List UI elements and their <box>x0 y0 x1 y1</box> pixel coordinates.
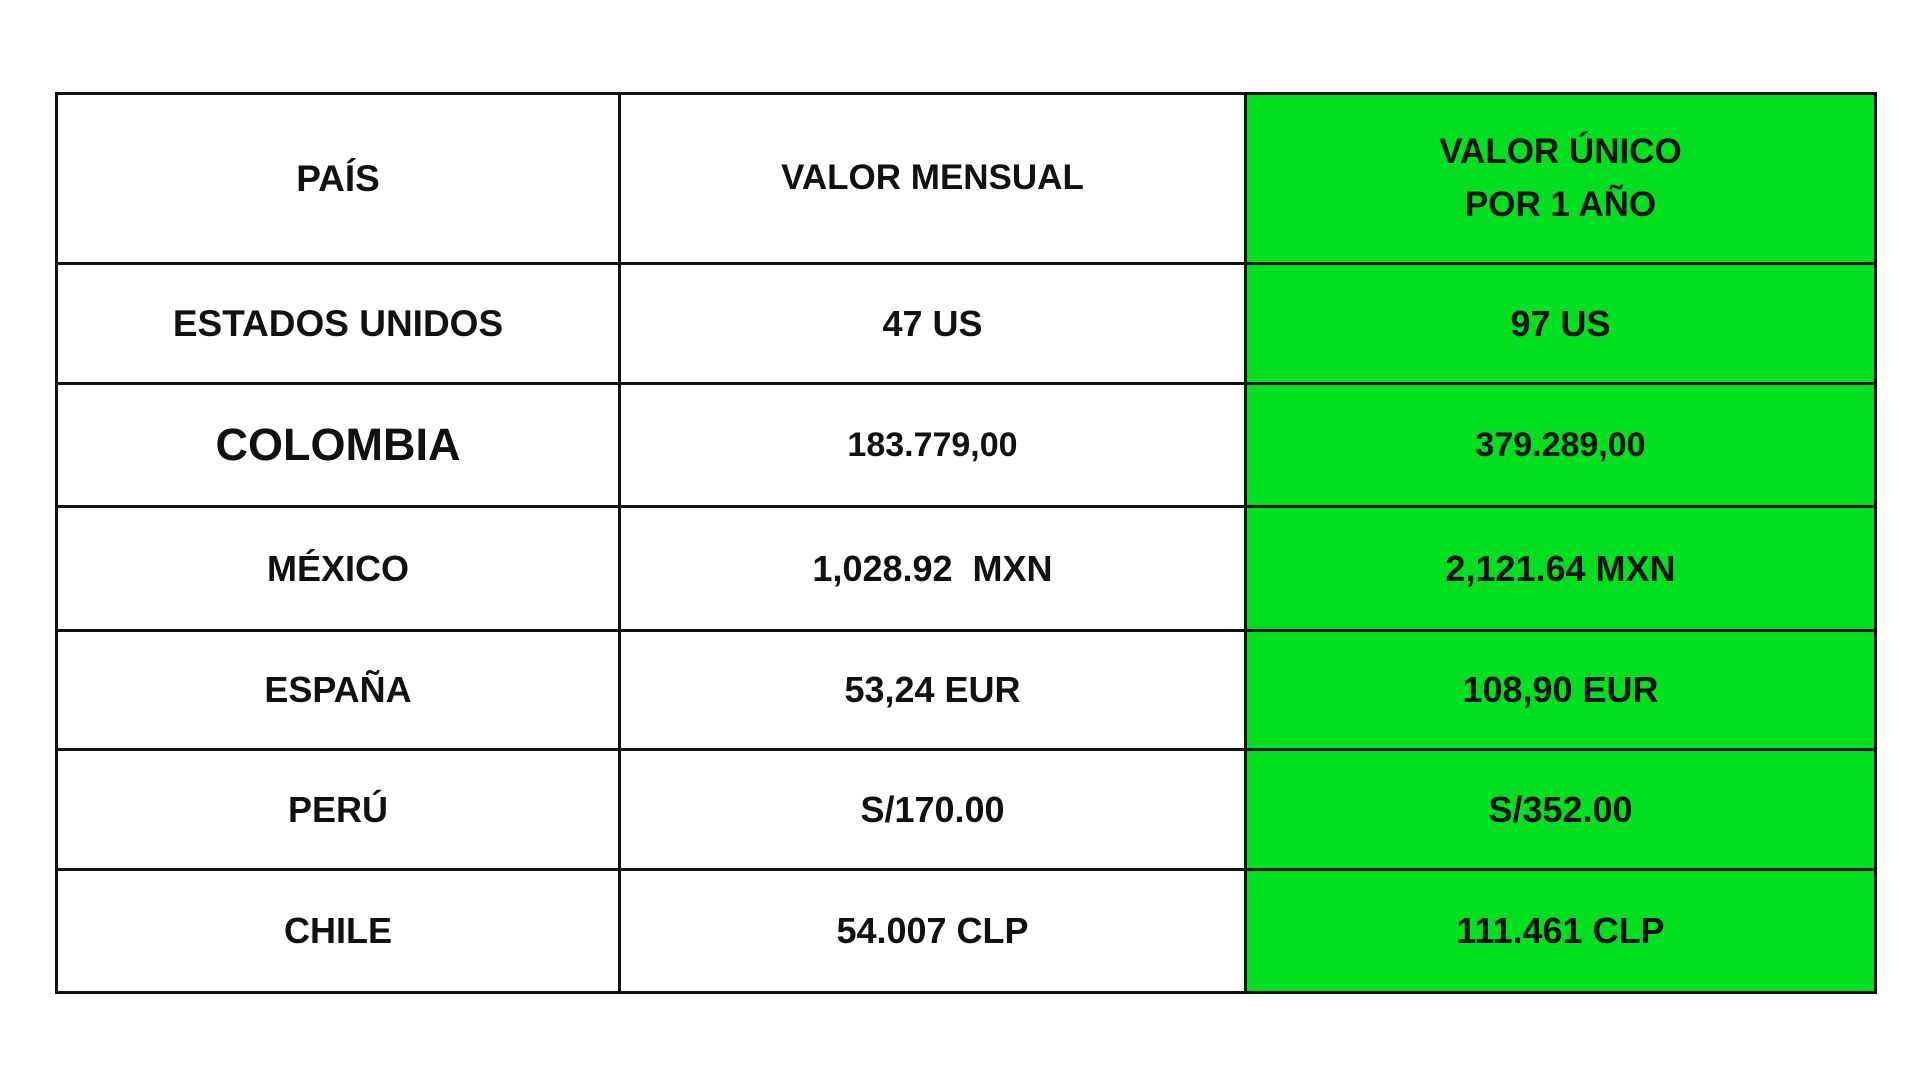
table-cell: PERÚ <box>55 748 621 871</box>
table-cell: 379.289,00 <box>1244 382 1877 508</box>
header-line: POR 1 AÑO <box>1464 184 1657 224</box>
header-cell: VALOR MENSUAL <box>618 92 1247 265</box>
table-cell: 108,90 EUR <box>1244 629 1877 751</box>
table-cell: 47 US <box>618 262 1247 385</box>
header-cell: PAÍS <box>55 92 621 265</box>
header-line: VALOR ÚNICO <box>1439 132 1682 171</box>
table-cell: 97 US <box>1244 262 1877 385</box>
table-cell: 54.007 CLP <box>618 868 1247 994</box>
table-cell: COLOMBIA <box>55 382 621 508</box>
table-row: ESTADOS UNIDOS 47 US 97 US <box>55 262 1877 385</box>
header-row: PAÍS VALOR MENSUAL VALOR ÚNICO POR 1 AÑO <box>55 92 1877 265</box>
table-cell: 2,121.64 MXN <box>1244 505 1877 632</box>
table-cell: 183.779,00 <box>618 382 1247 508</box>
header-cell: VALOR ÚNICO POR 1 AÑO <box>1244 92 1877 265</box>
price-table: PAÍS VALOR MENSUAL VALOR ÚNICO POR 1 AÑO EST… <box>55 92 1877 994</box>
table-cell: 1,028.92 MXN <box>618 505 1247 632</box>
table-cell: 111.461 CLP <box>1244 868 1877 994</box>
table-cell: S/352.00 <box>1244 748 1877 871</box>
table-cell: CHILE <box>55 868 621 994</box>
table-row: MÉXICO 1,028.92 MXN 2,121.64 MXN <box>55 505 1877 632</box>
table-row: CHILE 54.007 CLP 111.461 CLP <box>55 868 1877 994</box>
table-cell: 53,24 EUR <box>618 629 1247 751</box>
table-cell: S/170.00 <box>618 748 1247 871</box>
table-row: COLOMBIA 183.779,00 379.289,00 <box>55 382 1877 508</box>
table-row: PERÚ S/170.00 S/352.00 <box>55 748 1877 871</box>
table-cell: ESTADOS UNIDOS <box>55 262 621 385</box>
table-cell: ESPAÑA <box>55 629 621 751</box>
table-cell: MÉXICO <box>55 505 621 632</box>
table-row: ESPAÑA 53,24 EUR 108,90 EUR <box>55 629 1877 751</box>
